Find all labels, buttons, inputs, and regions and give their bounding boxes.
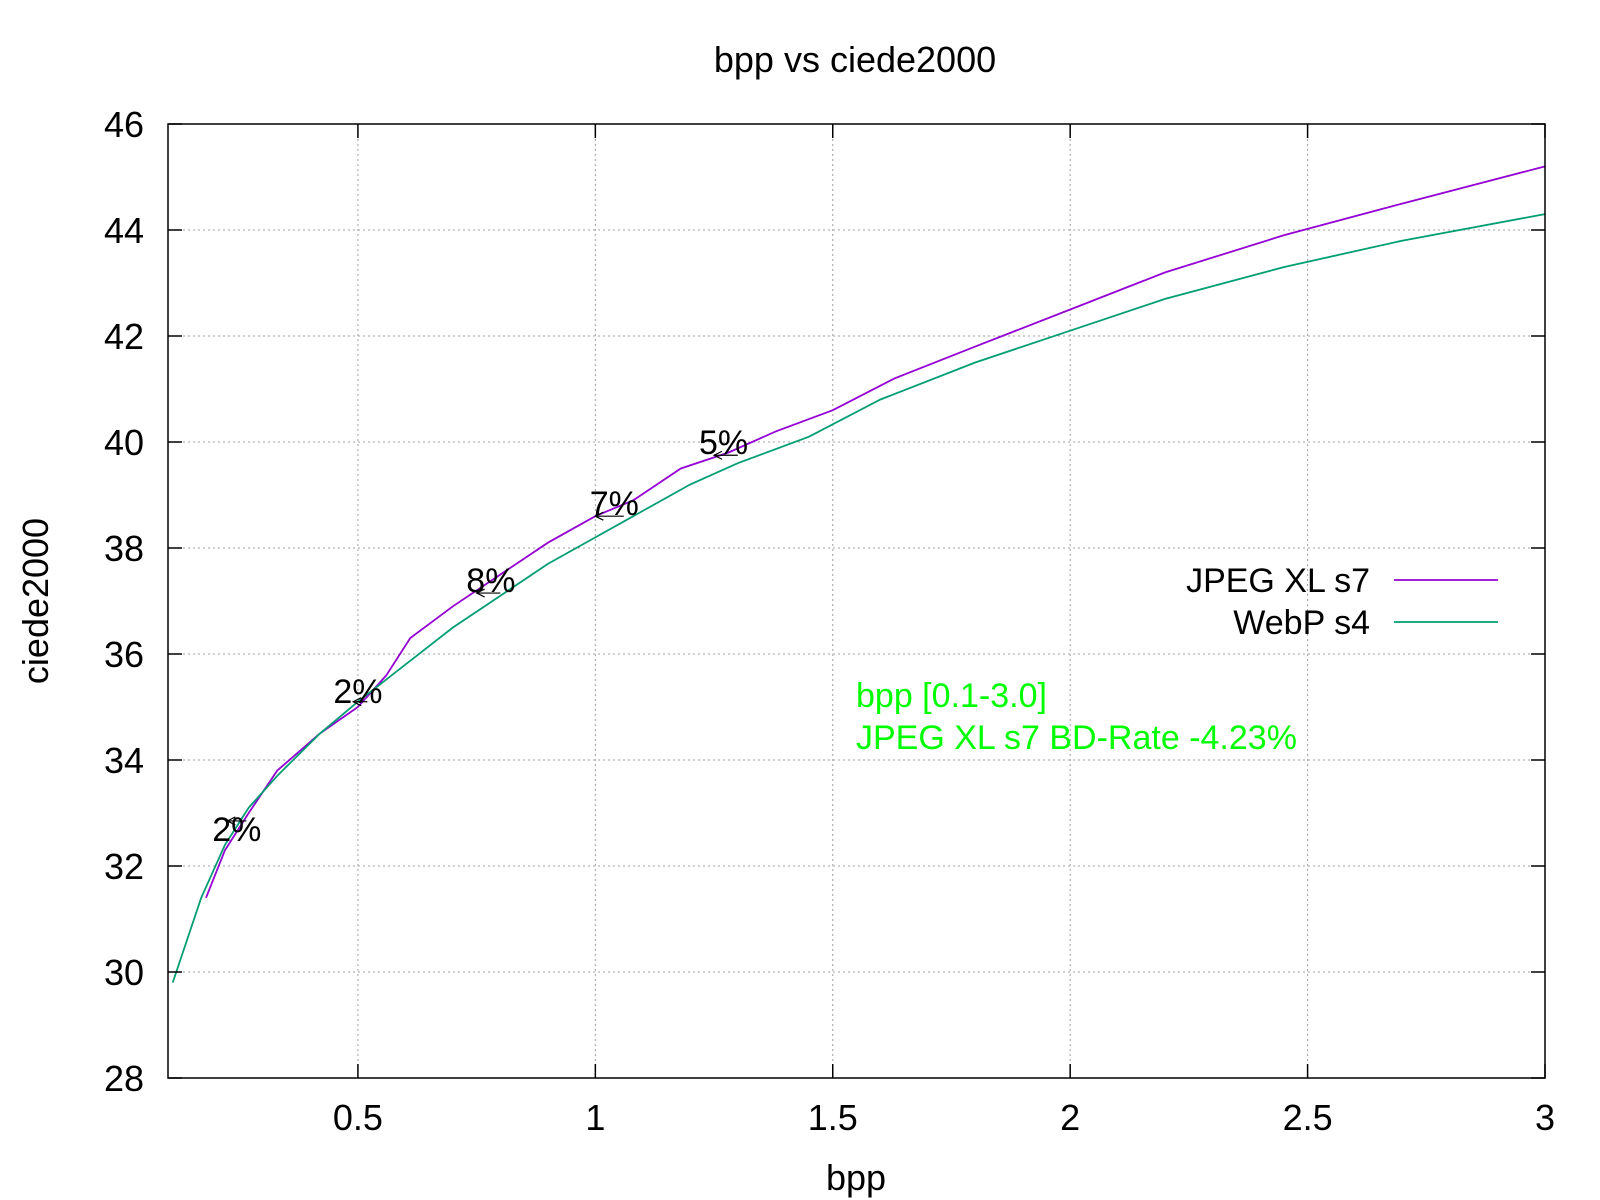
annotation-label: 8% bbox=[466, 562, 515, 600]
x-tick-label: 2.5 bbox=[1283, 1097, 1333, 1138]
legend: JPEG XL s7 WebP s4 bbox=[1186, 562, 1498, 642]
grid bbox=[168, 124, 1545, 1078]
y-tick-label: 30 bbox=[104, 952, 144, 993]
series-line-jpeg-xl-s7 bbox=[205, 165, 1546, 899]
y-tick-label: 46 bbox=[104, 104, 144, 145]
x-tick-label: 0.5 bbox=[333, 1097, 383, 1138]
chart-title: bpp vs ciede2000 bbox=[714, 39, 996, 80]
y-tick-label: 38 bbox=[104, 528, 144, 569]
y-axis-label: ciede2000 bbox=[15, 518, 56, 684]
x-tick-label: 1.5 bbox=[808, 1097, 858, 1138]
annotation-label: 5% bbox=[699, 424, 748, 462]
series-lines bbox=[171, 165, 1546, 983]
annotation-arrowhead bbox=[351, 697, 362, 707]
info-text-line: bpp [0.1-3.0] bbox=[856, 677, 1047, 715]
y-tick-label: 44 bbox=[104, 210, 144, 251]
info-text-line: JPEG XL s7 BD-Rate -4.23% bbox=[856, 719, 1297, 757]
annotation-label: 2% bbox=[333, 673, 382, 711]
y-tick-label: 40 bbox=[104, 422, 144, 463]
axis-ticks: 28 30 32 34 36 38 40 42 44 46 0.5 1 1.5 2 2.5 3 bbox=[104, 104, 1555, 1138]
y-tick-label: 32 bbox=[104, 846, 144, 887]
annotation-arrowhead bbox=[712, 450, 723, 460]
x-tick-label: 2 bbox=[1060, 1097, 1080, 1138]
annotation-arrowhead bbox=[226, 816, 236, 826]
x-tick-label: 1 bbox=[585, 1097, 605, 1138]
y-tick-label: 36 bbox=[104, 634, 144, 675]
annotation-arrowhead bbox=[594, 511, 604, 521]
annotation-arrowhead bbox=[475, 588, 485, 598]
x-tick-label: 3 bbox=[1535, 1097, 1555, 1138]
annotations: 2%2%8%7%5% bbox=[212, 424, 748, 849]
y-tick-label: 28 bbox=[104, 1058, 144, 1099]
legend-label: WebP s4 bbox=[1233, 604, 1370, 642]
info-text: bpp [0.1-3.0] JPEG XL s7 BD-Rate -4.23% bbox=[856, 677, 1297, 757]
annotation-label: 2% bbox=[212, 811, 261, 849]
y-tick-label: 34 bbox=[104, 740, 144, 781]
x-axis-label: bpp bbox=[826, 1157, 886, 1198]
y-tick-label: 42 bbox=[104, 316, 144, 357]
legend-label: JPEG XL s7 bbox=[1186, 562, 1370, 600]
series-line-webp-s4 bbox=[171, 213, 1546, 983]
plot-frame bbox=[167, 123, 1546, 1079]
